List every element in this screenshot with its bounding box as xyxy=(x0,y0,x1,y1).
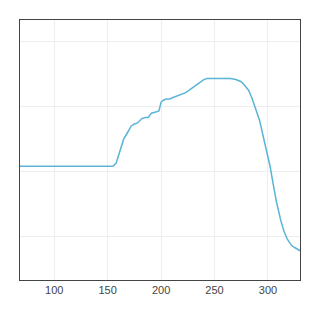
svg-text:200: 200 xyxy=(152,284,170,296)
svg-text:250: 250 xyxy=(205,284,223,296)
svg-text:300: 300 xyxy=(259,284,277,296)
svg-text:150: 150 xyxy=(98,284,116,296)
svg-text:100: 100 xyxy=(45,284,63,296)
